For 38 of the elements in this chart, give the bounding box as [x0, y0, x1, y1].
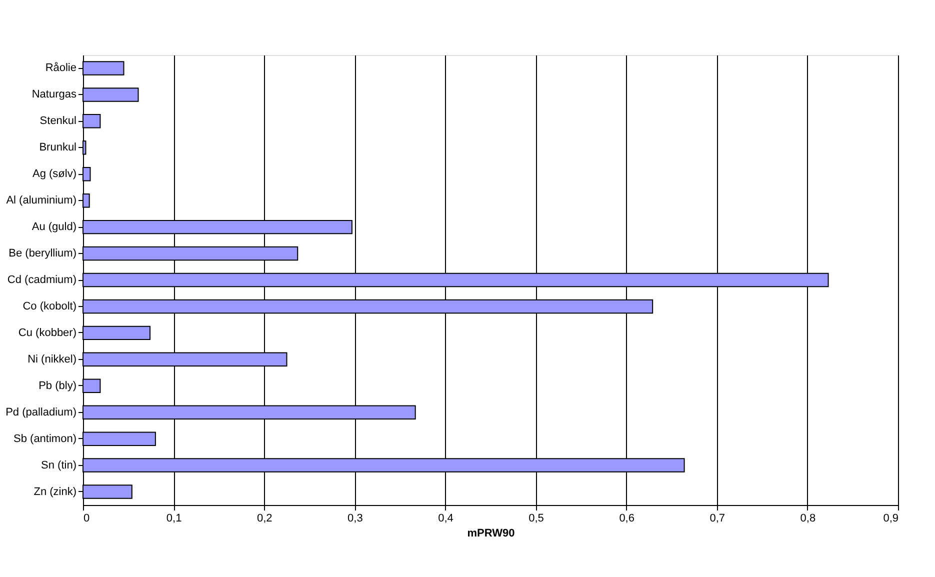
- x-tick-label: 0,8: [800, 512, 816, 524]
- bar: [82, 484, 132, 499]
- x-tick-label: 0,7: [710, 512, 726, 524]
- y-tick-label: Cu (kobber): [18, 326, 76, 339]
- bar: [82, 326, 151, 340]
- x-tick-label: 0,1: [166, 512, 182, 524]
- bar: [82, 140, 86, 155]
- bar: [82, 432, 156, 446]
- x-tick-label: 0,5: [528, 512, 544, 524]
- y-tick-label: Pd (palladium): [6, 406, 76, 418]
- y-tick-label: Råolie: [45, 62, 76, 74]
- y-tick-label: Naturgas: [32, 88, 77, 101]
- y-tick-label: Brunkul: [39, 142, 76, 154]
- bar: [82, 167, 91, 182]
- y-tick-label: Zn (zink): [34, 486, 76, 498]
- bar: [82, 114, 101, 128]
- y-tick-label: Pb (bly): [38, 380, 76, 392]
- y-tick-label: Sn (tin): [41, 459, 76, 472]
- y-tick-label: Sb (antimon): [14, 432, 76, 445]
- y-tick-label: Ag (sølv): [32, 168, 76, 180]
- y-tick-label: Au (guld): [32, 221, 76, 234]
- x-axis-title: mPRW90: [467, 528, 515, 540]
- x-tick-label: 0,3: [348, 512, 363, 524]
- x-tick-label: 0,2: [256, 512, 272, 524]
- y-tick-label: Stenkul: [40, 115, 76, 128]
- y-tick-label: Cd (cadmium): [7, 274, 76, 286]
- y-tick-label: Al (aluminium): [6, 194, 76, 207]
- x-tick-label: 0,4: [438, 512, 454, 524]
- bar: [82, 61, 124, 76]
- y-tick-label: Ni (nikkel): [28, 353, 76, 366]
- x-tick-label: 0,9: [883, 512, 898, 524]
- bar: [82, 88, 139, 102]
- bar: [82, 378, 101, 393]
- bar: [82, 193, 90, 208]
- y-tick-label: Be (beryllium): [8, 248, 76, 260]
- y-tick-label: Co (kobolt): [22, 300, 76, 312]
- x-tick-label: 0: [84, 512, 90, 524]
- x-tick-label: 0,6: [619, 512, 634, 524]
